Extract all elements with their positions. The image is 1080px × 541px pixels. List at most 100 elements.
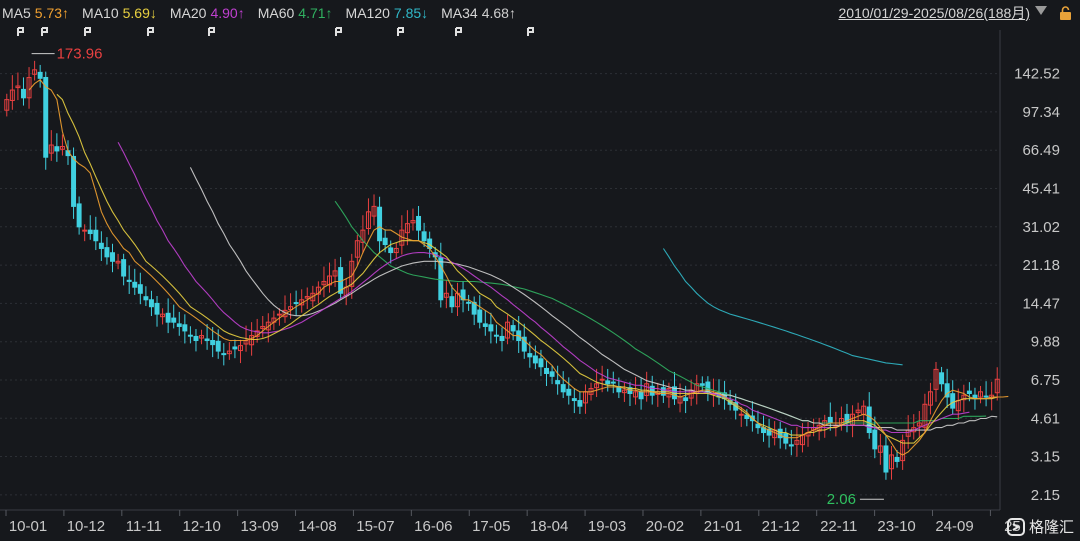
candle-body (187, 334, 193, 337)
y-tick-label: 6.75 (1031, 372, 1060, 389)
candle-body (983, 395, 989, 398)
candle-body (961, 394, 967, 401)
ma5-value: 5.73↑ (34, 5, 70, 21)
candle-body (293, 302, 299, 305)
candle-body (160, 313, 166, 318)
candle-body (121, 259, 127, 277)
candle-body (794, 439, 800, 445)
x-tick-label: 18-04 (530, 518, 568, 535)
candle-body (171, 317, 177, 323)
candle-body (48, 144, 54, 154)
candle-body (438, 257, 444, 301)
flag-marker-icon (455, 27, 462, 36)
candle-body (310, 292, 316, 302)
ma10-value: 5.69↓ (122, 5, 157, 21)
date-range-selector[interactable]: 2010/01/29-2025/08/26(188月) (838, 5, 1030, 21)
x-tick-label: 13-09 (240, 518, 278, 535)
candle-body (232, 346, 238, 350)
candle-body (165, 312, 171, 323)
y-tick-label: 2.15 (1031, 487, 1060, 504)
x-tick-label: 21-01 (704, 518, 742, 535)
candle-body (477, 309, 483, 323)
x-tick-label: 12-10 (183, 518, 221, 535)
candle-body (54, 146, 60, 152)
candle-body (221, 353, 227, 356)
candle-body (137, 284, 143, 294)
candle-body (738, 413, 744, 416)
candle-body (360, 229, 366, 243)
candle-body (215, 340, 221, 352)
x-tick-label: 15-07 (356, 518, 394, 535)
y-tick-label: 9.88 (1031, 334, 1060, 351)
ma34-value: 4.68↑ (481, 5, 516, 21)
flag-marker-icon (527, 27, 534, 36)
y-tick-label: 45.41 (1022, 181, 1060, 198)
candle-body (237, 345, 243, 352)
candle-body (950, 393, 956, 409)
y-tick-label: 97.34 (1022, 104, 1060, 121)
x-tick-label: 20-02 (646, 518, 684, 535)
candle-body (43, 76, 49, 158)
candle-body (377, 206, 383, 242)
x-tick-label: 16-06 (414, 518, 452, 535)
ma10-line (56, 93, 998, 444)
candle-body (978, 391, 984, 398)
y-tick-label: 3.15 (1031, 449, 1060, 466)
candle-body (76, 203, 82, 228)
candle-body (32, 69, 38, 75)
candle-body (132, 281, 138, 288)
x-tick-label: 14-08 (298, 518, 336, 535)
ma60-label: MA60 (257, 5, 295, 21)
candle-body (382, 237, 388, 246)
high-annotation: 173.96 (57, 46, 103, 63)
candle-body (605, 380, 611, 385)
caret-down-icon[interactable] (1035, 6, 1047, 15)
flag-marker-icon (41, 27, 48, 36)
candle-body (900, 439, 906, 462)
candle-body (577, 400, 583, 407)
candle-body (549, 371, 555, 377)
candle-body (87, 229, 93, 235)
candle-body (449, 296, 455, 308)
ma120-line (662, 248, 903, 366)
candle-body (610, 381, 616, 384)
ma120-label: MA120 (345, 5, 390, 21)
flag-marker-icon (17, 27, 24, 36)
candle-body (421, 231, 427, 242)
candle-body (621, 389, 627, 394)
candle-body (265, 321, 271, 331)
candle-body (594, 383, 600, 389)
candle-body (365, 211, 371, 229)
y-tick-label: 14.47 (1022, 295, 1060, 312)
candle-body (877, 445, 883, 453)
candle-body (288, 306, 294, 311)
candle-body (944, 383, 950, 398)
candle-body (249, 335, 255, 346)
candle-body (521, 336, 527, 352)
ma60-value: 4.71↑ (298, 5, 333, 21)
candle-body (443, 292, 449, 298)
ma20-line (117, 141, 970, 434)
candle-body (4, 99, 10, 111)
candle-body (466, 301, 472, 304)
candle-body (922, 403, 928, 428)
lock-icon[interactable] (1059, 6, 1072, 20)
candle-body (148, 299, 154, 308)
candle-body (393, 247, 399, 254)
ma10-label: MA10 (82, 5, 119, 21)
candle-body (699, 383, 705, 386)
candle-body (204, 338, 210, 341)
flag-marker-icon (147, 27, 154, 36)
ma5-line (28, 79, 1009, 456)
candle-body (894, 456, 900, 462)
ma5-label: MA5 (2, 5, 31, 21)
ma-legend: MA5 5.73↑ MA10 5.69↓ MA20 4.90↑ MA60 4.71↑ M… (2, 3, 529, 23)
candle-body (866, 406, 872, 434)
candle-body (388, 247, 394, 254)
candle-body (916, 422, 922, 427)
candle-body (644, 383, 650, 396)
ma20-label: MA20 (169, 5, 207, 21)
candle-body (321, 280, 327, 286)
candle-body (510, 325, 516, 332)
